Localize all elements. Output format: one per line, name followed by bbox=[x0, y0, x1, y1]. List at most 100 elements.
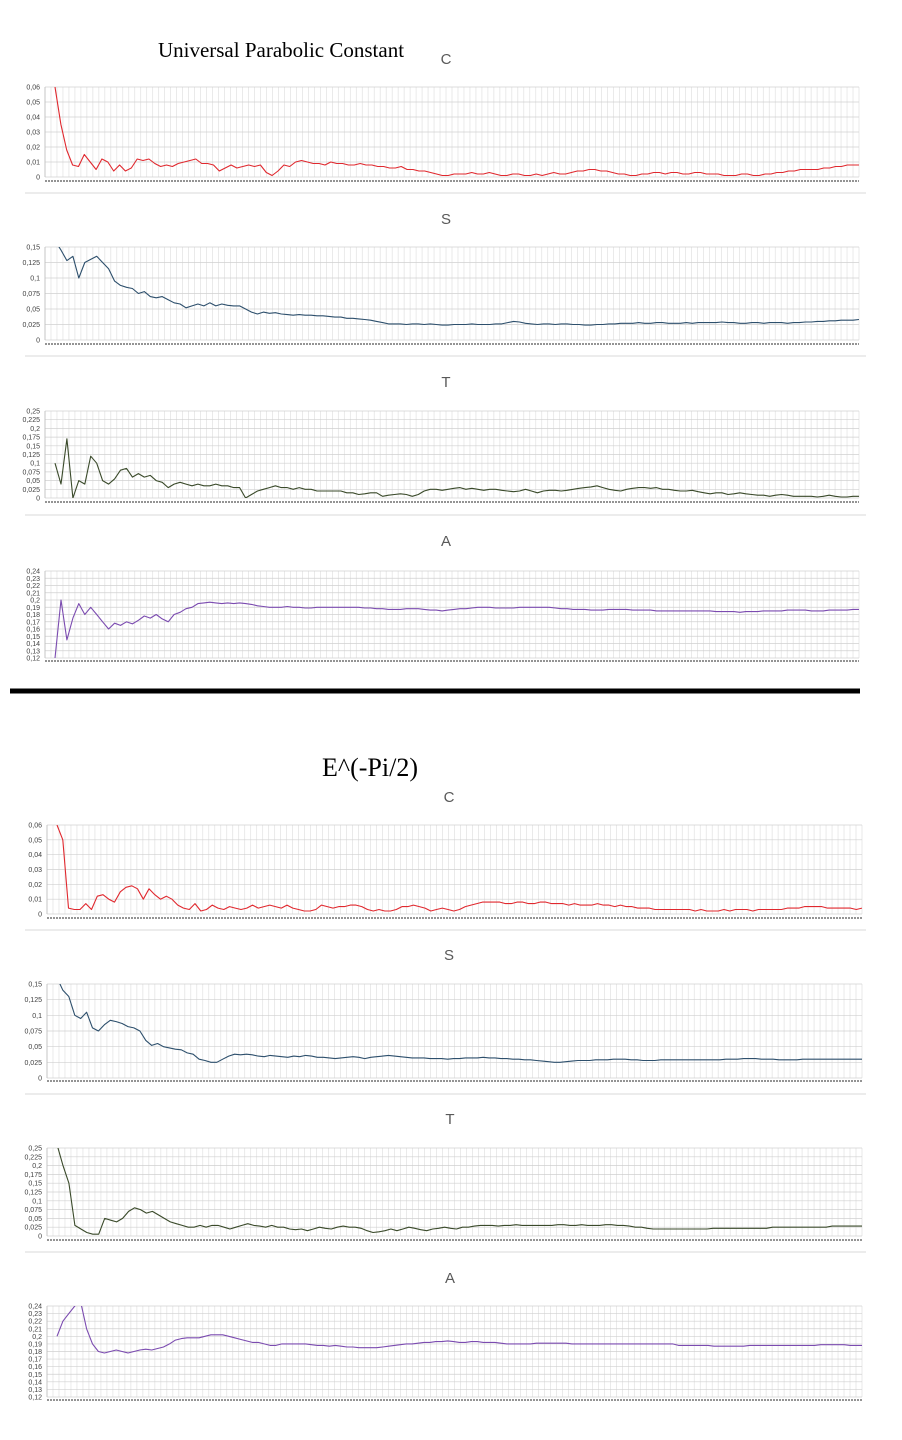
series-line bbox=[54, 87, 859, 177]
y-tick-label: 0,05 bbox=[28, 1044, 42, 1051]
y-tick-label: 0,12 bbox=[26, 656, 40, 663]
y-tick-label: 0,01 bbox=[26, 160, 40, 167]
y-tick-label: 0,05 bbox=[26, 478, 40, 485]
y-tick-label: 0,17 bbox=[26, 619, 40, 626]
y-tick-label: 0,15 bbox=[26, 443, 40, 450]
y-tick-label: 0,14 bbox=[26, 641, 40, 648]
y-tick-label: 0,13 bbox=[26, 648, 40, 655]
y-tick-label: 0,03 bbox=[28, 867, 42, 874]
y-tick-label: 0,05 bbox=[28, 1216, 42, 1223]
y-tick-label: 0,01 bbox=[28, 897, 42, 904]
y-tick-label: 0,075 bbox=[24, 1207, 42, 1214]
y-tick-label: 0,075 bbox=[22, 291, 40, 298]
series-line bbox=[56, 1306, 862, 1354]
y-tick-label: 0,03 bbox=[26, 130, 40, 137]
chart-panel: A 0,240,230,220,210,20,190,180,170,160,15… bbox=[28, 1270, 863, 1402]
y-tick-label: 0,04 bbox=[26, 115, 40, 122]
y-tick-label: 0,24 bbox=[28, 1304, 42, 1311]
y-tick-label: 0,2 bbox=[32, 1334, 42, 1341]
series-line bbox=[59, 984, 862, 1063]
y-tick-label: 0,21 bbox=[28, 1326, 42, 1333]
y-tick-label: 0 bbox=[38, 1234, 42, 1241]
y-tick-label: 0,22 bbox=[28, 1319, 42, 1326]
y-tick-label: 0,025 bbox=[22, 487, 40, 494]
y-tick-label: 0 bbox=[38, 912, 42, 919]
y-tick-label: 0,23 bbox=[28, 1311, 42, 1318]
y-tick-label: 0,15 bbox=[28, 1372, 42, 1379]
series-line bbox=[54, 438, 859, 498]
y-tick-label: 0,04 bbox=[28, 852, 42, 859]
chart-panel: S 0,15 0,125 0,1 0,075 0,05 0,025 0 bbox=[22, 211, 866, 357]
y-tick-label: 0,125 bbox=[24, 1190, 42, 1197]
y-tick-label: 0,15 bbox=[28, 982, 42, 989]
series-line bbox=[56, 825, 862, 912]
y-tick-label: 0,19 bbox=[26, 605, 40, 612]
y-tick-label: 0 bbox=[36, 496, 40, 503]
y-tick-label: 0,13 bbox=[28, 1387, 42, 1394]
y-tick-label: 0,16 bbox=[26, 627, 40, 634]
chart-title: T bbox=[445, 1111, 454, 1128]
y-tick-label: 0,075 bbox=[22, 469, 40, 476]
chart-panel: A 0,240,230,220,210,20,190,180,170,160,15… bbox=[26, 533, 860, 663]
y-tick-label: 0,125 bbox=[22, 260, 40, 267]
y-tick-label: 0,175 bbox=[24, 1172, 42, 1179]
chart-title: C bbox=[444, 789, 455, 806]
y-tick-label: 0,1 bbox=[32, 1198, 42, 1205]
chart-title: T bbox=[441, 374, 450, 391]
y-tick-label: 0 bbox=[36, 338, 40, 345]
y-tick-label: 0,16 bbox=[28, 1364, 42, 1371]
y-tick-label: 0,1 bbox=[30, 461, 40, 468]
chart-title: A bbox=[441, 533, 451, 550]
series-line bbox=[54, 599, 859, 658]
chart-panel: C 0,06 0,05 0,04 0,03 0,02 0,01 0 bbox=[25, 51, 866, 194]
y-tick-label: 0,2 bbox=[30, 426, 40, 433]
y-tick-label: 0,2 bbox=[32, 1163, 42, 1170]
y-tick-label: 0,025 bbox=[24, 1225, 42, 1232]
y-tick-label: 0,06 bbox=[26, 85, 40, 92]
chart-title: C bbox=[441, 51, 452, 68]
y-tick-label: 0,225 bbox=[22, 417, 40, 424]
y-tick-label: 0,025 bbox=[22, 322, 40, 329]
y-tick-label: 0,23 bbox=[26, 576, 40, 583]
chart-title: S bbox=[444, 947, 454, 964]
y-tick-label: 0,17 bbox=[28, 1357, 42, 1364]
section-title-2: E^(-Pi/2) bbox=[322, 753, 418, 782]
series-line bbox=[58, 247, 859, 326]
y-tick-label: 0,05 bbox=[26, 307, 40, 314]
y-tick-label: 0,12 bbox=[28, 1395, 42, 1402]
y-tick-label: 0,2 bbox=[30, 598, 40, 605]
y-tick-label: 0,225 bbox=[24, 1154, 42, 1161]
y-tick-label: 0,025 bbox=[24, 1060, 42, 1067]
y-tick-label: 0 bbox=[36, 175, 40, 182]
y-tick-label: 0,18 bbox=[28, 1349, 42, 1356]
y-tick-label: 0 bbox=[38, 1076, 42, 1083]
y-tick-label: 0,05 bbox=[28, 837, 42, 844]
section-title-1: Universal Parabolic Constant bbox=[158, 38, 404, 62]
y-tick-label: 0,1 bbox=[32, 1013, 42, 1020]
chart-panel: C 0,06 0,05 0,04 0,03 0,02 0,01 0 bbox=[25, 789, 866, 931]
y-tick-label: 0,05 bbox=[26, 100, 40, 107]
y-tick-label: 0,15 bbox=[28, 1181, 42, 1188]
chart-title: A bbox=[445, 1270, 455, 1287]
y-tick-label: 0,15 bbox=[26, 634, 40, 641]
chart-panel: S 0,15 0,125 0,1 0,075 0,05 0,025 0 bbox=[24, 947, 866, 1095]
y-tick-label: 0,24 bbox=[26, 569, 40, 576]
y-tick-label: 0,1 bbox=[30, 276, 40, 283]
y-tick-label: 0,25 bbox=[26, 409, 40, 416]
y-tick-label: 0,18 bbox=[26, 612, 40, 619]
y-tick-label: 0,14 bbox=[28, 1379, 42, 1386]
y-tick-label: 0,125 bbox=[22, 452, 40, 459]
y-tick-label: 0,02 bbox=[26, 145, 40, 152]
y-tick-label: 0,19 bbox=[28, 1341, 42, 1348]
y-tick-label: 0,15 bbox=[26, 245, 40, 252]
series-line bbox=[57, 1148, 862, 1235]
y-tick-label: 0,25 bbox=[28, 1146, 42, 1153]
y-tick-label: 0,175 bbox=[22, 435, 40, 442]
y-tick-label: 0,06 bbox=[28, 823, 42, 830]
y-tick-label: 0,075 bbox=[24, 1029, 42, 1036]
y-tick-label: 0,21 bbox=[26, 590, 40, 597]
y-tick-label: 0,02 bbox=[28, 882, 42, 889]
